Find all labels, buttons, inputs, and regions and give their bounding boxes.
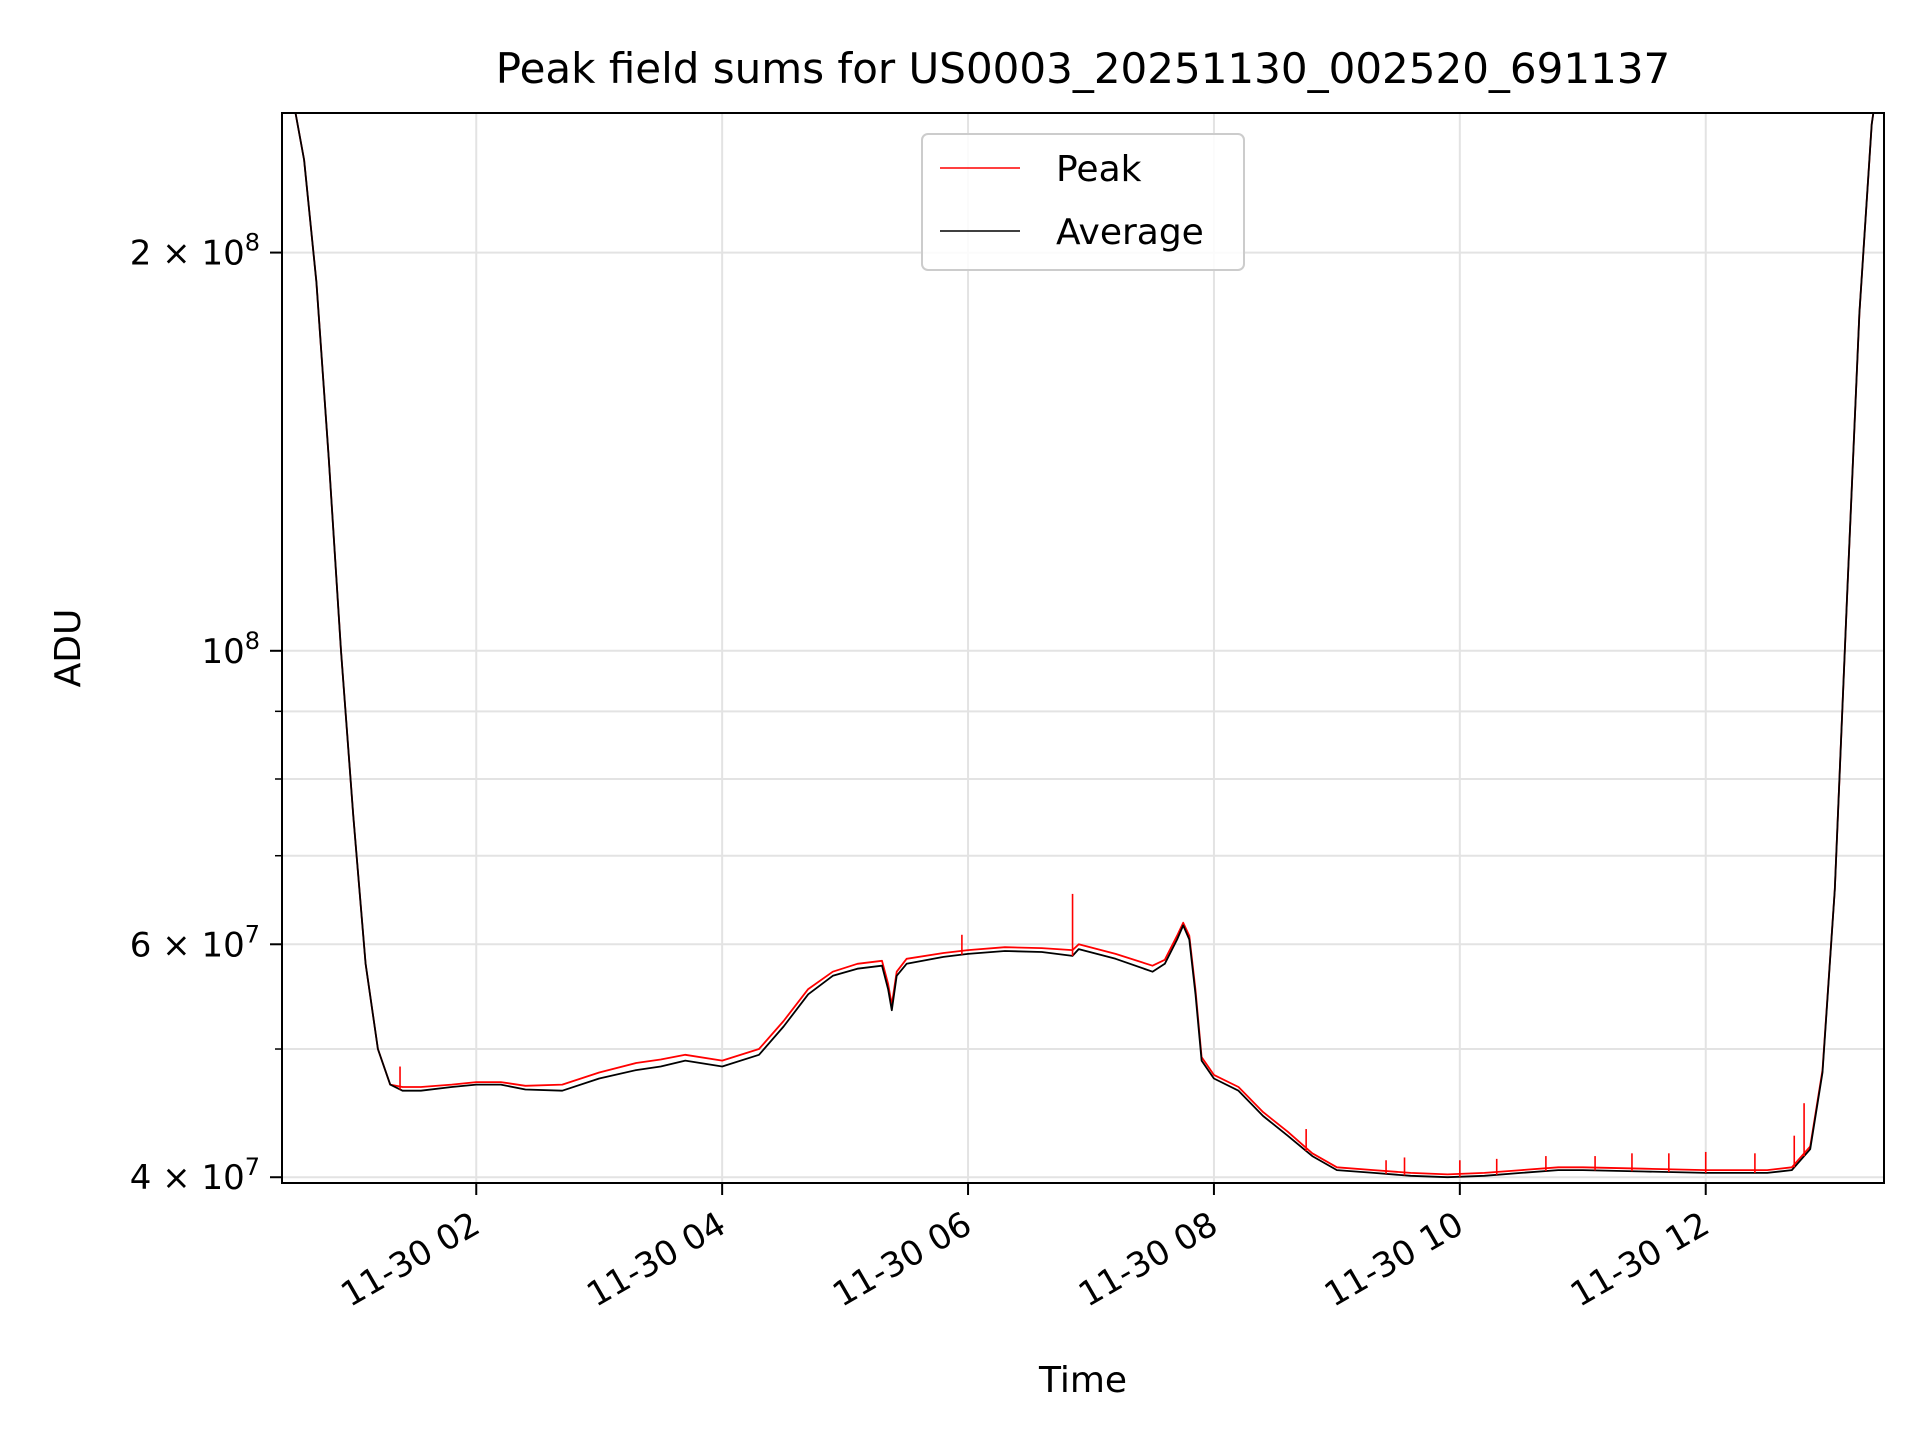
plot-area (281, 112, 1885, 1184)
series-layer (294, 113, 1875, 1179)
y-tick-label: 6 × 107 (130, 920, 260, 965)
series-line-average (294, 113, 1875, 1179)
legend-label-average: Average (1056, 212, 1204, 253)
y-tick-times: × 10 (151, 1158, 244, 1198)
y-tick-exponent: 7 (245, 920, 260, 948)
y-tick-label: 108 (201, 627, 260, 672)
y-tick-exponent: 7 (245, 1153, 260, 1181)
y-tick-mantissa: 10 (201, 632, 244, 672)
y-tick-mantissa: 2 (130, 234, 152, 274)
y-tick-times: × 10 (151, 234, 244, 274)
y-tick-mantissa: 6 (130, 925, 152, 965)
y-tick-mantissa: 4 (130, 1158, 152, 1198)
y-tick-label: 2 × 108 (130, 229, 260, 274)
plot-frame (281, 112, 1885, 1184)
x-axis-label: Time (1038, 1360, 1127, 1401)
plot-background (282, 113, 1884, 1183)
y-axis-label: ADU (48, 609, 89, 688)
y-tick-times: × 10 (151, 925, 244, 965)
legend: Peak Average (921, 133, 1245, 271)
legend-label-peak: Peak (1056, 149, 1142, 190)
series-line-peak (294, 113, 1875, 1176)
chart-title: Peak field sums for US0003_20251130_0025… (496, 44, 1671, 93)
y-tick-exponent: 8 (245, 229, 260, 257)
y-tick-label: 4 × 107 (130, 1153, 260, 1198)
y-tick-exponent: 8 (245, 627, 260, 655)
grid (282, 113, 1884, 1183)
